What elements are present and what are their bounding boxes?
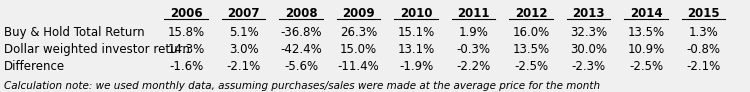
Text: 2012: 2012 (514, 7, 548, 20)
Text: 14.3%: 14.3% (167, 43, 205, 56)
Text: 2007: 2007 (227, 7, 260, 20)
Text: 15.0%: 15.0% (340, 43, 377, 56)
Text: 2008: 2008 (285, 7, 317, 20)
Text: Buy & Hold Total Return: Buy & Hold Total Return (4, 26, 144, 39)
Text: 15.8%: 15.8% (167, 26, 205, 39)
Text: 13.1%: 13.1% (398, 43, 435, 56)
Text: 2013: 2013 (572, 7, 604, 20)
Text: 1.9%: 1.9% (458, 26, 488, 39)
Text: 30.0%: 30.0% (570, 43, 607, 56)
Text: -0.3%: -0.3% (457, 43, 490, 56)
Text: 26.3%: 26.3% (340, 26, 377, 39)
Text: 2010: 2010 (400, 7, 432, 20)
Text: -2.1%: -2.1% (226, 60, 261, 73)
Text: 13.5%: 13.5% (628, 26, 664, 39)
Text: 16.0%: 16.0% (512, 26, 550, 39)
Text: 15.1%: 15.1% (398, 26, 435, 39)
Text: -11.4%: -11.4% (338, 60, 380, 73)
Text: -2.5%: -2.5% (629, 60, 663, 73)
Text: -2.3%: -2.3% (572, 60, 605, 73)
Text: 2015: 2015 (687, 7, 720, 20)
Text: 2006: 2006 (170, 7, 202, 20)
Text: -42.4%: -42.4% (280, 43, 322, 56)
Text: Difference: Difference (4, 60, 64, 73)
Text: 5.1%: 5.1% (229, 26, 259, 39)
Text: 2011: 2011 (458, 7, 490, 20)
Text: -2.2%: -2.2% (457, 60, 490, 73)
Text: 13.5%: 13.5% (512, 43, 550, 56)
Text: 10.9%: 10.9% (627, 43, 664, 56)
Text: -36.8%: -36.8% (280, 26, 322, 39)
Text: -2.1%: -2.1% (686, 60, 721, 73)
Text: -2.5%: -2.5% (514, 60, 548, 73)
Text: -0.8%: -0.8% (686, 43, 721, 56)
Text: -1.9%: -1.9% (399, 60, 433, 73)
Text: Calculation note: we used monthly data, assuming purchases/sales were made at th: Calculation note: we used monthly data, … (4, 81, 600, 91)
Text: 2014: 2014 (630, 7, 662, 20)
Text: Dollar weighted investor return: Dollar weighted investor return (4, 43, 190, 56)
Text: -1.6%: -1.6% (169, 60, 203, 73)
Text: 2009: 2009 (342, 7, 375, 20)
Text: -5.6%: -5.6% (284, 60, 318, 73)
Text: 3.0%: 3.0% (229, 43, 259, 56)
Text: 32.3%: 32.3% (570, 26, 607, 39)
Text: 1.3%: 1.3% (688, 26, 718, 39)
